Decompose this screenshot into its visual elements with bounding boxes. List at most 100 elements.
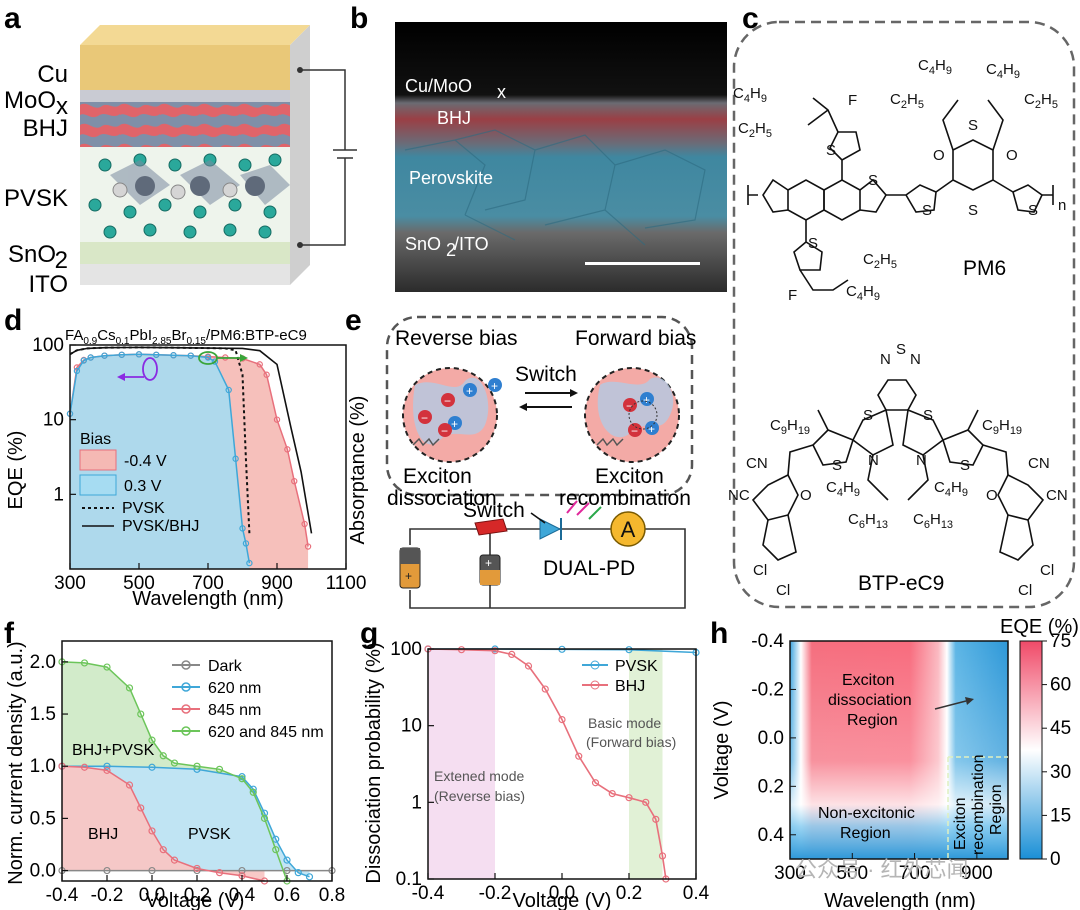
d-ylabel-right: Absorptance (%) bbox=[347, 396, 369, 545]
panel-e-label: e bbox=[345, 305, 362, 337]
battery-mid-icon: + bbox=[479, 554, 501, 586]
y-tick-label: 0.2 bbox=[758, 776, 784, 797]
d-legend-3: PVSK bbox=[122, 500, 165, 517]
d-legend-1: -0.4 V bbox=[124, 453, 167, 470]
forward-bias-band bbox=[629, 649, 663, 879]
marker-both bbox=[80, 659, 89, 667]
svg-text:O: O bbox=[933, 147, 945, 164]
ammeter-icon: A bbox=[610, 511, 646, 547]
marker-both bbox=[193, 762, 201, 770]
svg-text:O: O bbox=[986, 487, 998, 504]
svg-text:F: F bbox=[788, 287, 797, 304]
reverse-bias-label: Reverse bias bbox=[395, 327, 518, 350]
h-region3-l1: Exciton bbox=[952, 798, 969, 850]
sem-ito: /ITO bbox=[454, 234, 489, 254]
eqe-plot: 300 500 700 900 1100 1 10 100 bbox=[32, 335, 366, 594]
svg-text:+: + bbox=[451, 417, 458, 431]
marker-neg04v bbox=[284, 446, 291, 453]
marker-neg04v bbox=[301, 520, 308, 528]
marker-bhj bbox=[508, 650, 516, 659]
marker-03v bbox=[135, 351, 143, 358]
h-ylabel: Voltage (V) bbox=[711, 701, 733, 800]
x-tick-label: 1100 bbox=[326, 573, 367, 594]
svg-text:Cl: Cl bbox=[1018, 582, 1032, 599]
marker-bhj bbox=[491, 647, 499, 655]
switch-circuit-label: Switch bbox=[463, 499, 525, 522]
svg-text:C9H19: C9H19 bbox=[770, 417, 810, 437]
sem-sno-sub: 2 bbox=[446, 240, 456, 260]
svg-text:C2H5: C2H5 bbox=[738, 120, 772, 140]
cbar-title: EQE (%) bbox=[1000, 616, 1079, 638]
y-tick-label: 0.5 bbox=[30, 808, 56, 829]
marker-620 bbox=[294, 869, 302, 877]
cbar-tick-label: 75 bbox=[1050, 631, 1071, 652]
svg-text:+: + bbox=[643, 393, 650, 407]
marker-both bbox=[137, 710, 145, 718]
recombination-line2: recombination bbox=[559, 487, 691, 510]
y-tick-label: 2.0 bbox=[30, 652, 56, 673]
x-tick-label: 900 bbox=[961, 863, 993, 884]
panel-b: b Cu/MoO x BHJ Perovskite SnO 2 /ITO bbox=[350, 2, 727, 292]
svg-text:C2H5: C2H5 bbox=[863, 251, 897, 271]
x-tick-label: 0.4 bbox=[229, 885, 256, 906]
dissociation-plot: -0.4 -0.2 0.0 0.2 0.4 0.1 1 10 100 bbox=[390, 639, 709, 904]
svg-text:N: N bbox=[880, 351, 891, 368]
sem-bhj: BHJ bbox=[437, 108, 471, 128]
marker-both bbox=[148, 736, 156, 744]
svg-text:CN: CN bbox=[1046, 487, 1068, 504]
panel-f: f -0.4 -0.2 0.0 0.2 0.4 0.6 0.8 0.0 0.5 1.0 1.5 2.0… bbox=[4, 617, 345, 910]
marker-neg04v bbox=[273, 416, 281, 423]
h-region2-l2: Region bbox=[840, 825, 891, 842]
x-tick-label: 0.0 bbox=[139, 885, 165, 906]
svg-text:CN: CN bbox=[746, 455, 768, 472]
marker-845 bbox=[148, 827, 156, 835]
f-legend-4: 620 and 845 nm bbox=[208, 724, 324, 741]
marker-bhj bbox=[558, 715, 566, 724]
panel-d: d FA0.9Cs0.1PbI2.85Br0.15/PM6:BTP-eC9 30… bbox=[4, 305, 369, 610]
svg-text:C4H9: C4H9 bbox=[826, 479, 860, 499]
g-mode1-line2: (Forward bias) bbox=[586, 734, 676, 750]
panel-b-label: b bbox=[350, 2, 368, 35]
marker-620 bbox=[148, 763, 156, 771]
svg-text:N: N bbox=[916, 452, 927, 469]
h-region3-l2: recombination bbox=[970, 755, 987, 856]
svg-text:−: − bbox=[441, 424, 448, 438]
x-tick-label: 700 bbox=[899, 863, 931, 884]
eqe-heatmap bbox=[789, 640, 1009, 860]
dissociation-line2: dissociation bbox=[387, 487, 497, 510]
svg-text:S: S bbox=[960, 457, 970, 474]
marker-both bbox=[260, 814, 269, 822]
f-region-pvsk: PVSK bbox=[188, 826, 231, 843]
layer-sno-sub: 2 bbox=[55, 247, 68, 274]
marker-03v bbox=[73, 367, 81, 375]
svg-text:C4H9: C4H9 bbox=[918, 57, 952, 77]
layer-cu: Cu bbox=[37, 61, 68, 88]
marker-bhj bbox=[591, 779, 600, 787]
svg-text:Cl: Cl bbox=[1040, 562, 1054, 579]
marker-845 bbox=[137, 804, 145, 812]
svg-text:−: − bbox=[626, 399, 633, 413]
marker-both bbox=[159, 752, 167, 760]
marker-845 bbox=[159, 846, 167, 854]
y-tick-label: 1 bbox=[411, 792, 422, 813]
svg-text:C2H5: C2H5 bbox=[1024, 91, 1058, 111]
marker-03v bbox=[118, 351, 125, 358]
x-tick-label: -0.4 bbox=[46, 885, 79, 906]
colorbar bbox=[1019, 640, 1043, 860]
d-legend-4: PVSK/BHJ bbox=[122, 518, 199, 535]
pm6-label: PM6 bbox=[963, 257, 1006, 280]
f-region-both: BHJ+PVSK bbox=[72, 742, 155, 759]
marker-bhj bbox=[575, 752, 583, 760]
jv-plot: -0.4 -0.2 0.0 0.2 0.4 0.6 0.8 0.0 0.5 1.0 1.5 2.0 bbox=[30, 640, 345, 906]
dual-pd-label: DUAL-PD bbox=[543, 557, 635, 580]
svg-text:S: S bbox=[868, 172, 878, 189]
y-tick-label: 0.0 bbox=[30, 861, 56, 882]
svg-text:C2H5: C2H5 bbox=[890, 91, 924, 111]
svg-text:+: + bbox=[466, 384, 473, 398]
svg-text:+: + bbox=[491, 379, 498, 393]
marker-bhj bbox=[608, 789, 616, 798]
y-tick-label: 0.4 bbox=[758, 825, 785, 846]
sem-perovskite: Perovskite bbox=[409, 168, 493, 188]
marker-03v bbox=[225, 386, 232, 394]
btp-label: BTP-eC9 bbox=[858, 572, 944, 595]
